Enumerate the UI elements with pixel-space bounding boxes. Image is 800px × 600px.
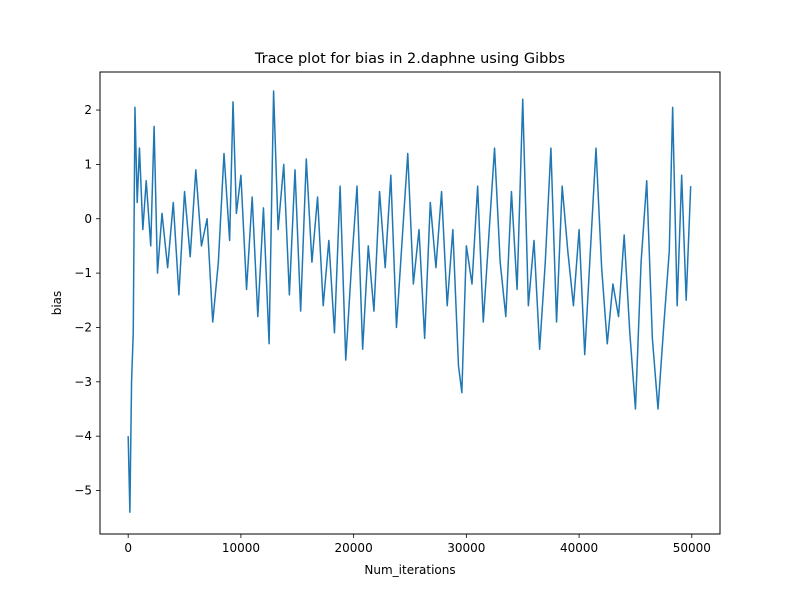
x-axis: 0 10000 20000 30000 40000 50000 [124, 534, 711, 555]
y-tick-label: −5 [74, 484, 92, 498]
y-tick-label: −2 [74, 320, 92, 334]
x-tick-label: 40000 [560, 541, 598, 555]
x-tick-label: 20000 [335, 541, 373, 555]
x-tick-label: 0 [124, 541, 132, 555]
x-tick-label: 30000 [447, 541, 485, 555]
x-tick-label: 50000 [673, 541, 711, 555]
y-tick-label: 1 [84, 157, 92, 171]
x-axis-label: Num_iterations [364, 563, 455, 577]
y-axis: −5 −4 −3 −2 −1 0 1 2 [74, 103, 100, 498]
y-axis-label: bias [50, 291, 64, 316]
y-tick-label: −1 [74, 266, 92, 280]
y-tick-label: 0 [84, 212, 92, 226]
chart-title: Trace plot for bias in 2.daphne using Gi… [254, 51, 565, 67]
y-tick-label: −3 [74, 375, 92, 389]
plot-area [99, 71, 721, 535]
y-tick-label: −4 [74, 429, 92, 443]
series-line-bias [127, 90, 692, 514]
y-tick-label: 2 [84, 103, 92, 117]
plot-frame [99, 71, 721, 535]
x-tick-label: 10000 [222, 541, 260, 555]
